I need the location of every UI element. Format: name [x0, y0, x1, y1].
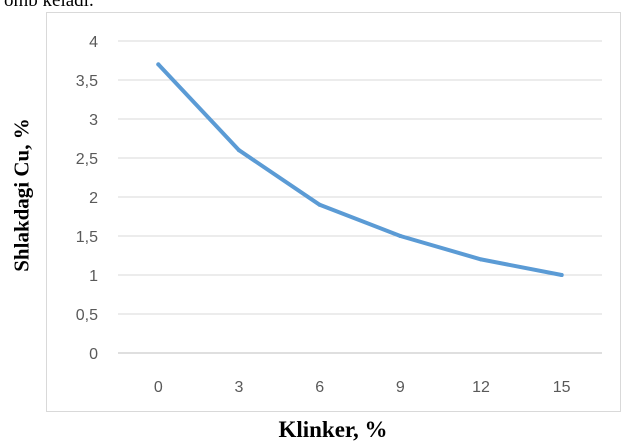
y-tick-label: 0 [89, 346, 98, 363]
x-tick-label: 0 [154, 379, 163, 396]
x-tick-label: 12 [472, 379, 490, 396]
data-point [237, 148, 241, 153]
x-tick-label: 9 [396, 379, 405, 396]
data-point [398, 234, 403, 238]
data-point [156, 62, 161, 67]
x-tick-label: 15 [553, 379, 571, 396]
y-tick-label: 2,5 [76, 151, 98, 168]
data-point [559, 273, 564, 277]
x-tick-label: 3 [235, 379, 244, 396]
data-point [479, 257, 483, 262]
y-tick-label: 2 [89, 190, 98, 207]
y-tick-label: 3,5 [76, 73, 98, 90]
series-line [156, 62, 564, 277]
x-tick-label: 6 [315, 379, 324, 396]
x-axis-label: Klinker, % [278, 417, 388, 442]
page-text-fragment: omb keladi. [4, 0, 94, 11]
data-point [317, 202, 322, 207]
y-tick-label: 4 [89, 34, 98, 51]
y-tick-label: 0,5 [76, 307, 98, 324]
y-tick-label: 3 [89, 112, 98, 129]
y-tick-label: 1,5 [76, 229, 98, 246]
y-tick-label: 1 [89, 268, 98, 285]
